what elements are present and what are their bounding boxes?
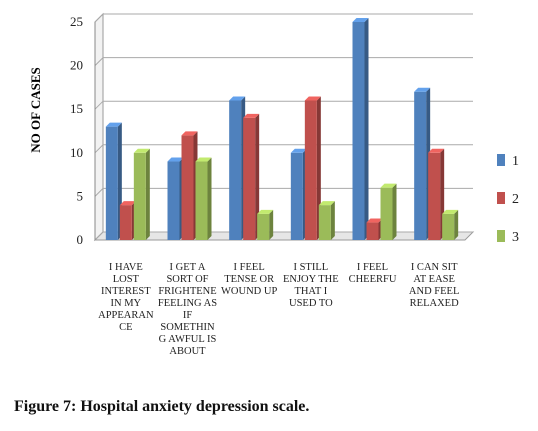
y-tick-label: 0 [77, 232, 84, 247]
legend-swatch [497, 154, 505, 166]
grid-line [94, 231, 473, 241]
y-axis-label: NO OF CASES [28, 67, 43, 152]
grid-line [94, 100, 473, 110]
bar [133, 152, 146, 240]
figure-caption: Figure 7: Hospital anxiety depression sc… [14, 398, 310, 415]
bar [442, 213, 455, 240]
bar [366, 222, 379, 240]
bar-side [454, 209, 459, 240]
bar-top [119, 201, 136, 206]
y-tick-label: 20 [70, 58, 83, 73]
bar [167, 161, 180, 240]
bar-top [428, 148, 445, 153]
y-tick-label: 10 [70, 145, 83, 160]
bar [195, 161, 208, 240]
bar-top [304, 96, 321, 101]
bar [105, 126, 118, 240]
bar [318, 205, 331, 240]
bar-top [290, 148, 307, 153]
grid-line [94, 13, 473, 23]
legend-swatch [497, 230, 505, 242]
bar-top [352, 18, 369, 22]
legend-label: 2 [512, 192, 519, 207]
legend-label: 1 [512, 154, 519, 169]
bar-top [380, 183, 397, 188]
bar-top [414, 87, 431, 92]
bar-top [167, 157, 184, 162]
x-tick-label: I GET A SORT OF FRIGHTENE FEELING AS IF … [157, 262, 218, 357]
bar-side [145, 148, 150, 240]
bar-top [366, 218, 383, 223]
bar [243, 117, 256, 240]
bar [181, 135, 194, 240]
bar [352, 22, 365, 240]
bar-top [318, 201, 335, 206]
bar [290, 152, 303, 240]
x-tick-label: I CAN SIT AT EASE AND FEEL RELAXED [408, 262, 460, 309]
bar-top [105, 122, 122, 127]
y-tick-label: 15 [70, 101, 83, 116]
bar-top [229, 96, 246, 101]
grid-line [94, 187, 473, 197]
bar-side [207, 157, 212, 240]
x-tick-label: I STILL ENJOY THE THAT I USED TO [282, 262, 339, 309]
bar-top [181, 131, 198, 136]
bar-side [364, 18, 369, 240]
bar-side [269, 209, 274, 240]
grid-line [94, 144, 473, 154]
bar-top [195, 157, 212, 162]
bar-side [330, 201, 335, 240]
back-wall [94, 12, 104, 242]
bar-side [255, 113, 260, 240]
legend-label: 3 [512, 230, 519, 245]
bar-top [243, 113, 260, 118]
bar [119, 205, 132, 240]
bar [380, 187, 393, 240]
bar [414, 91, 427, 240]
bar [428, 152, 441, 240]
grid-line [94, 57, 473, 66]
bar-top [257, 209, 274, 214]
bar-side [392, 183, 397, 240]
x-tick-label: I HAVE LOST INTEREST IN MY APPEARANCE [98, 262, 154, 333]
bar [304, 100, 317, 240]
bar [229, 100, 242, 240]
bar-top [133, 148, 150, 153]
legend-swatch [497, 192, 505, 204]
y-tick-label: 5 [77, 188, 84, 203]
x-tick-label: I FEEL CHEERFU [348, 262, 397, 285]
bar [257, 213, 270, 240]
bar-top [442, 209, 459, 214]
y-tick-label: 25 [70, 14, 83, 29]
x-tick-label: I FEEL TENSE OR WOUND UP [221, 262, 278, 297]
